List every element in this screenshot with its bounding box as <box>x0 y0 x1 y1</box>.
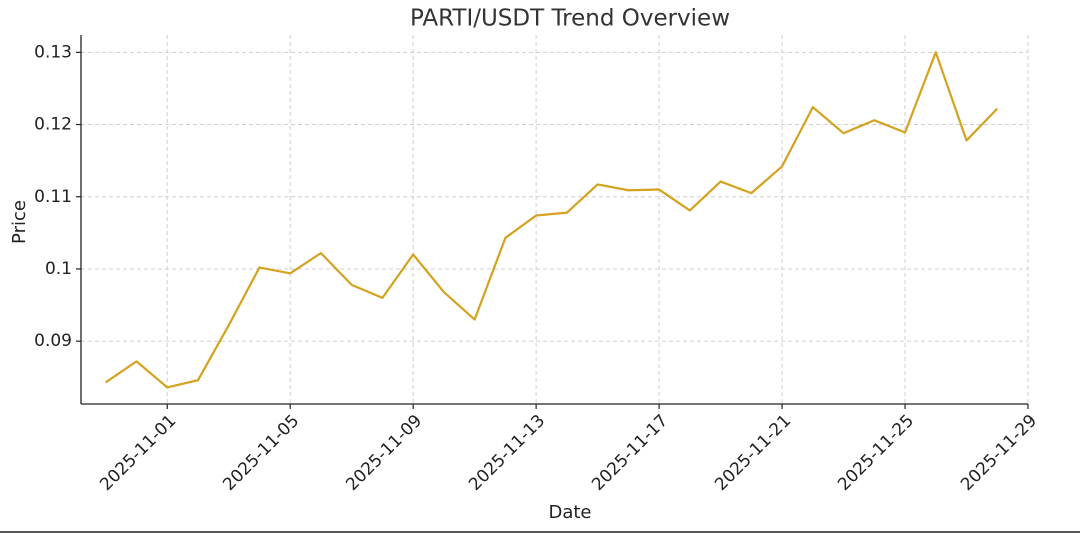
y-tick-label: 0.12 <box>34 115 72 135</box>
x-tick-label: 2025-11-17 <box>588 411 672 495</box>
y-tick-label: 0.1 <box>45 259 72 279</box>
x-tick-label: 2025-11-29 <box>957 411 1041 495</box>
x-tick-label: 2025-11-01 <box>96 411 180 495</box>
price-line <box>105 51 999 389</box>
x-axis-label: Date <box>548 502 591 523</box>
x-tick-label: 2025-11-05 <box>219 411 303 495</box>
x-tick-label: 2025-11-25 <box>834 411 918 495</box>
x-tick-label: 2025-11-21 <box>711 411 795 495</box>
y-tick-label: 0.11 <box>34 187 72 207</box>
y-tick-label: 0.13 <box>34 42 72 62</box>
x-tick-label: 2025-11-13 <box>465 411 549 495</box>
chart-title: PARTI/USDT Trend Overview <box>410 6 730 32</box>
x-tick-label: 2025-11-09 <box>342 411 426 495</box>
y-axis-label: Price <box>9 200 30 244</box>
y-tick-label: 0.09 <box>34 331 72 351</box>
